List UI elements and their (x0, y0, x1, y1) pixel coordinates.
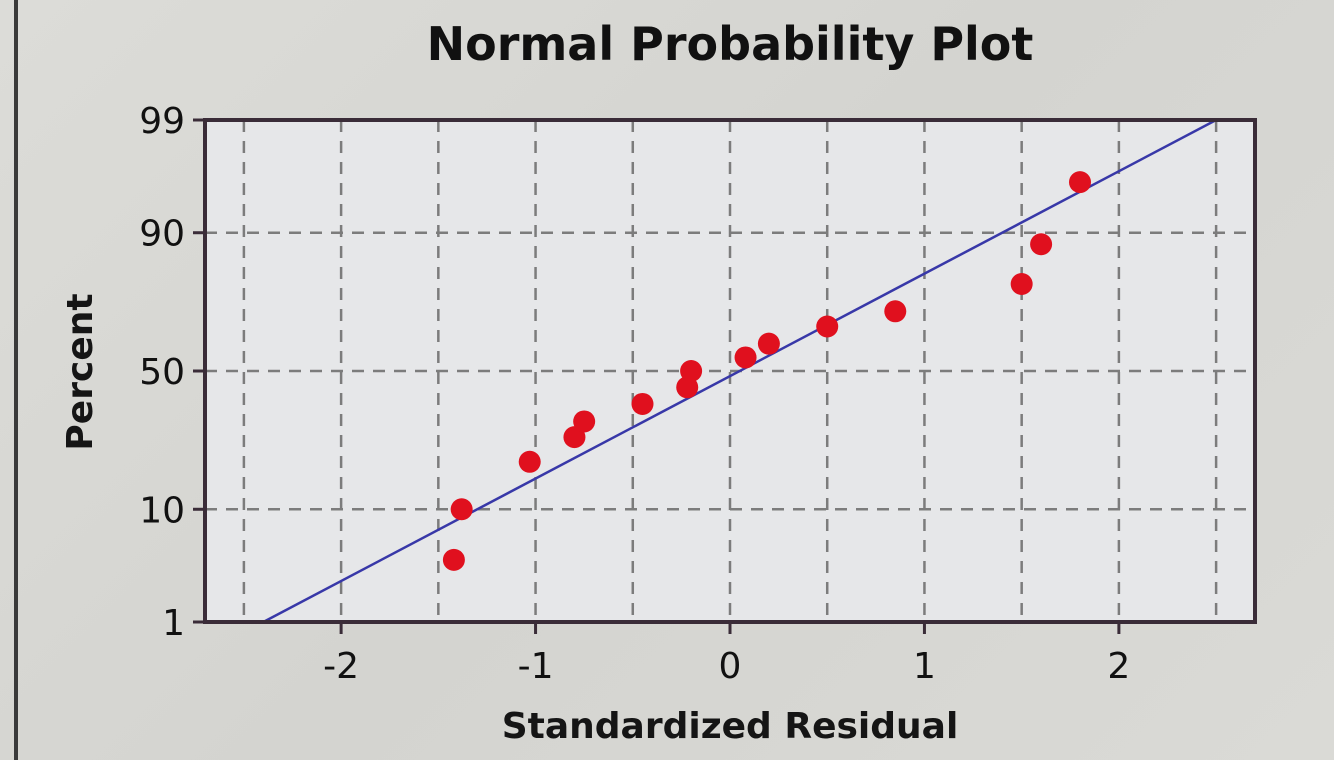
y-tick-label: 1 (162, 603, 185, 644)
data-point (450, 498, 473, 521)
x-tick-label: -2 (323, 646, 359, 687)
x-tick-label: 1 (913, 646, 936, 687)
data-point (573, 410, 596, 433)
y-tick-label: 10 (139, 490, 185, 531)
y-tick-label: 90 (139, 214, 185, 255)
data-point (884, 300, 907, 323)
y-tick-label: 99 (139, 101, 185, 142)
y-tick-label: 50 (139, 352, 185, 393)
data-point (442, 548, 465, 571)
x-tick-label: 0 (719, 646, 742, 687)
data-point (631, 392, 654, 415)
data-points (442, 171, 1091, 571)
grid-lines (205, 120, 1255, 622)
x-tick-label: -1 (518, 646, 554, 687)
data-point (680, 360, 703, 382)
x-tick-label: 2 (1107, 646, 1130, 687)
data-point (1010, 272, 1033, 295)
data-point (734, 346, 757, 369)
data-point (1069, 171, 1091, 194)
data-point (816, 315, 839, 338)
chart-title: Normal Probability Plot (427, 17, 1034, 71)
window-left-border (14, 0, 18, 760)
data-point (757, 332, 780, 355)
data-point (1030, 233, 1053, 256)
x-axis-label: Standardized Residual (502, 706, 959, 747)
fit-line (262, 118, 1217, 624)
y-axis-label: Percent (60, 293, 101, 450)
tick-labels: -2 -1 0 1 2 1 10 50 90 99 (139, 101, 1130, 687)
data-point (518, 450, 541, 473)
